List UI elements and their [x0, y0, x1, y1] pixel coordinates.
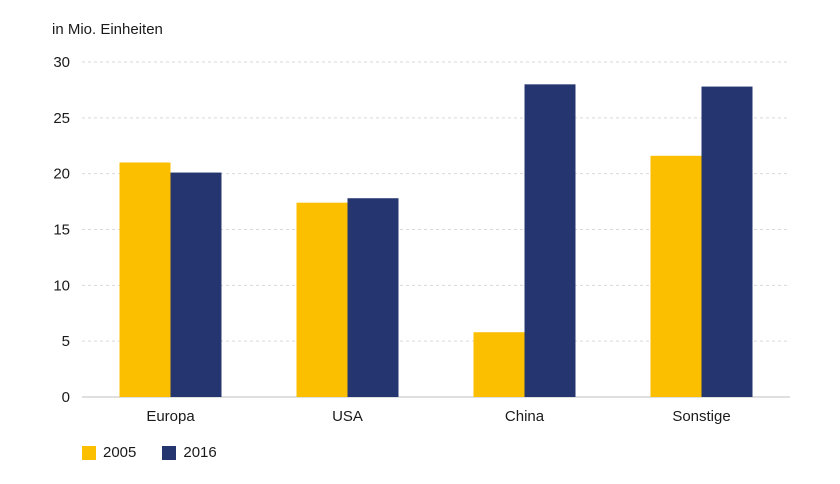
- bar-sonstige-2005: [650, 155, 702, 397]
- bar-sonstige-2016: [701, 86, 753, 398]
- y-tick-label: 15: [53, 222, 70, 239]
- x-tick-label: Europa: [146, 408, 195, 425]
- y-tick-label: 0: [62, 389, 70, 406]
- y-tick-label: 10: [53, 277, 70, 294]
- y-tick-label: 5: [62, 333, 70, 350]
- legend-label-2016: 2016: [183, 444, 217, 461]
- y-axis-unit-label: in Mio. Einheiten: [52, 21, 163, 38]
- legend-item-2005: 2005: [82, 444, 136, 461]
- y-tick-label: 30: [53, 54, 70, 71]
- legend: 2005 2016: [82, 444, 243, 461]
- bar-usa-2005: [296, 202, 348, 397]
- legend-swatch-2005: [82, 445, 96, 460]
- bar-china-2016: [524, 84, 576, 397]
- bar-usa-2016: [347, 198, 399, 397]
- x-tick-label: Sonstige: [672, 408, 730, 425]
- bar-europa-2016: [170, 172, 222, 397]
- x-tick-label: USA: [332, 408, 363, 425]
- x-tick-label: China: [505, 408, 545, 425]
- bar-europa-2005: [119, 162, 171, 397]
- y-tick-label: 20: [53, 166, 70, 183]
- legend-item-2016: 2016: [162, 444, 217, 461]
- legend-label-2005: 2005: [103, 444, 137, 461]
- y-tick-label: 25: [53, 110, 70, 127]
- legend-swatch-2016: [162, 445, 177, 460]
- bar-china-2005: [473, 332, 525, 397]
